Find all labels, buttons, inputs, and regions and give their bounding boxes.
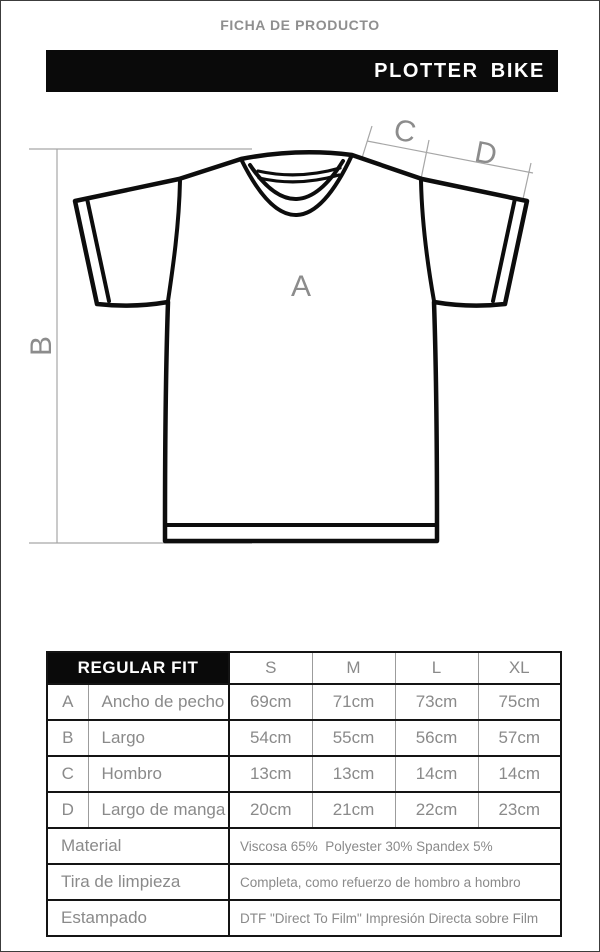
value-xl: 23cm — [477, 791, 562, 829]
tshirt-outline — [72, 150, 530, 544]
value-l: 14cm — [394, 755, 479, 793]
row-label: Ancho de pecho — [87, 683, 230, 721]
measure-labels: A B C D — [25, 113, 500, 356]
collar-outer-seam — [239, 153, 354, 217]
measure-label-sleeve: D — [472, 135, 500, 172]
value-s: 20cm — [228, 791, 313, 829]
size-table-header-row: REGULAR FIT S M L XL — [46, 651, 562, 685]
tshirt-seams — [85, 179, 517, 527]
table-row-length: B Largo 54cm 55cm 56cm 57cm — [46, 719, 562, 757]
row-letter: D — [46, 791, 89, 829]
left-armhole-seam — [166, 179, 182, 303]
table-row-sleeve: D Largo de manga 20cm 21cm 22cm 23cm — [46, 791, 562, 829]
value-s: 54cm — [228, 719, 313, 757]
value-xl: 75cm — [477, 683, 562, 721]
row-letter: A — [46, 683, 89, 721]
size-header-m: M — [311, 651, 396, 685]
fit-label: REGULAR FIT — [46, 651, 230, 685]
page-title: FICHA DE PRODUCTO — [220, 17, 380, 33]
right-cuff-seam — [491, 196, 517, 303]
value-l: 56cm — [394, 719, 479, 757]
value-xl: 14cm — [477, 755, 562, 793]
product-title-banner: PLOTTER BIKE — [46, 50, 558, 92]
back-neck-seam-1 — [256, 166, 342, 177]
value-s: 13cm — [228, 755, 313, 793]
left-cuff-seam — [85, 196, 111, 303]
table-row-chest: A Ancho de pecho 69cm 71cm 73cm 75cm — [46, 683, 562, 721]
value-m: 13cm — [311, 755, 396, 793]
measure-tick-neck — [361, 125, 373, 159]
value-s: 69cm — [228, 683, 313, 721]
table-row-material: Material Viscosa 65% Polyester 30% Spand… — [46, 827, 562, 865]
right-armhole-seam — [419, 179, 436, 303]
value-m: 55cm — [311, 719, 396, 757]
row-letter: B — [46, 719, 89, 757]
size-table: REGULAR FIT S M L XL A Ancho de pecho 69… — [46, 651, 562, 937]
size-header-s: S — [228, 651, 313, 685]
row-label: Hombro — [87, 755, 230, 793]
table-row-shoulder: C Hombro 13cm 13cm 14cm 14cm — [46, 755, 562, 793]
row-letter: C — [46, 755, 89, 793]
info-value: Viscosa 65% Polyester 30% Spandex 5% — [228, 827, 562, 865]
product-title: PLOTTER BIKE — [374, 60, 545, 82]
tshirt-drawing — [72, 150, 530, 544]
measure-tick-cuff — [522, 162, 532, 200]
table-row-cleaning-strip: Tira de limpieza Completa, como refuerzo… — [46, 863, 562, 901]
value-m: 21cm — [311, 791, 396, 829]
info-label: Tira de limpieza — [46, 863, 230, 901]
info-value: Completa, como refuerzo de hombro a homb… — [228, 863, 562, 901]
measure-label-shoulder: C — [391, 113, 419, 150]
measure-label-length: B — [25, 336, 58, 356]
measure-tick-shoulder — [420, 139, 430, 180]
info-label: Estampado — [46, 899, 230, 937]
tshirt-collar — [239, 153, 354, 217]
size-header-l: L — [394, 651, 479, 685]
back-neck-seam-2 — [257, 173, 341, 184]
row-label: Largo — [87, 719, 230, 757]
measure-line-shoulder-sleeve — [366, 140, 534, 174]
value-xl: 57cm — [477, 719, 562, 757]
measure-label-chest: A — [291, 270, 311, 303]
table-row-print: Estampado DTF "Direct To Film" Impresión… — [46, 899, 562, 937]
value-m: 71cm — [311, 683, 396, 721]
row-label: Largo de manga — [87, 791, 230, 829]
size-header-xl: XL — [477, 651, 562, 685]
info-label: Material — [46, 827, 230, 865]
value-l: 22cm — [394, 791, 479, 829]
value-l: 73cm — [394, 683, 479, 721]
info-value: DTF "Direct To Film" Impresión Directa s… — [228, 899, 562, 937]
